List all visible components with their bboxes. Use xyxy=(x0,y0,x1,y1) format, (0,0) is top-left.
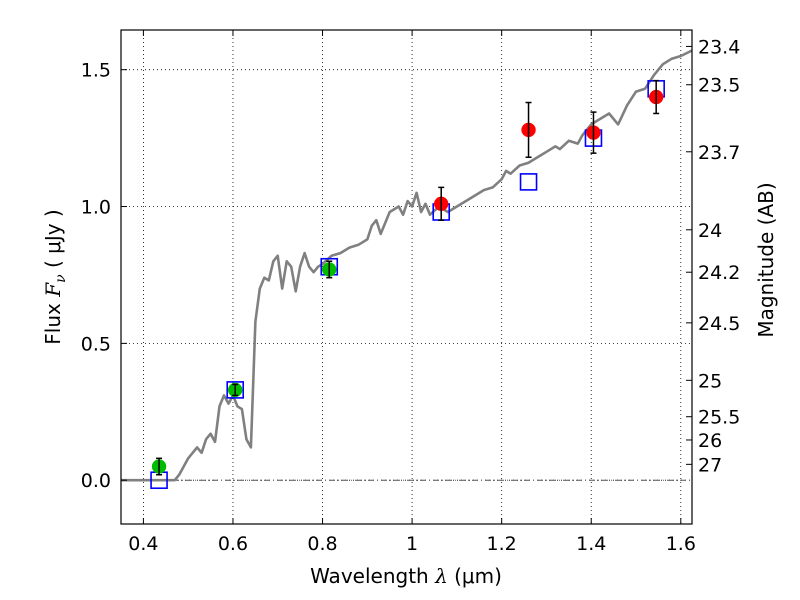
mag-tick-label: 25 xyxy=(698,370,722,392)
mag-tick-label: 24.2 xyxy=(698,262,740,284)
mag-tick-label: 23.4 xyxy=(698,36,740,58)
mag-tick-label: 23.5 xyxy=(698,75,740,97)
y-tick-label: 0.5 xyxy=(81,333,111,355)
y-tick-label: 1.5 xyxy=(81,60,111,82)
mag-tick-label: 24.5 xyxy=(698,313,740,335)
y-axis-label: Flux Fν ( μJy ) xyxy=(41,209,69,344)
mag-tick-label: 25.5 xyxy=(698,407,740,429)
plot-frame xyxy=(120,29,693,525)
series xyxy=(121,49,693,490)
mag-tick-label: 24 xyxy=(698,220,722,242)
mag-tick-label: 23.7 xyxy=(698,142,740,164)
x-tick-label: 0.8 xyxy=(307,533,337,555)
grid-lines xyxy=(121,30,692,524)
model-photometry-square xyxy=(519,173,538,191)
x-tick-label: 1.2 xyxy=(487,533,517,555)
y-tick-label: 1.0 xyxy=(81,197,111,219)
mag-tick-label: 27 xyxy=(698,454,722,476)
x-axis-label: Wavelength λ (μm) xyxy=(310,564,502,588)
x-tick-label: 1 xyxy=(406,533,418,555)
model-photometry-square xyxy=(226,381,244,399)
y2-axis-label: Magnitude (AB) xyxy=(754,182,778,337)
x-tick-label: 0.6 xyxy=(218,533,248,555)
axis-ticks: 0.4 0.6 0.8 1 1.2 1.4 1.6 0.0 0.5 1.0 1.5 23.4 23.5 2… xyxy=(81,30,740,555)
mag-tick-label: 26 xyxy=(698,430,722,452)
x-tick-label: 1.4 xyxy=(576,533,606,555)
spectrum-line xyxy=(121,49,693,482)
x-tick-label: 0.4 xyxy=(128,533,158,555)
y-tick-label: 0.0 xyxy=(81,470,111,492)
x-tick-label: 1.6 xyxy=(666,533,696,555)
